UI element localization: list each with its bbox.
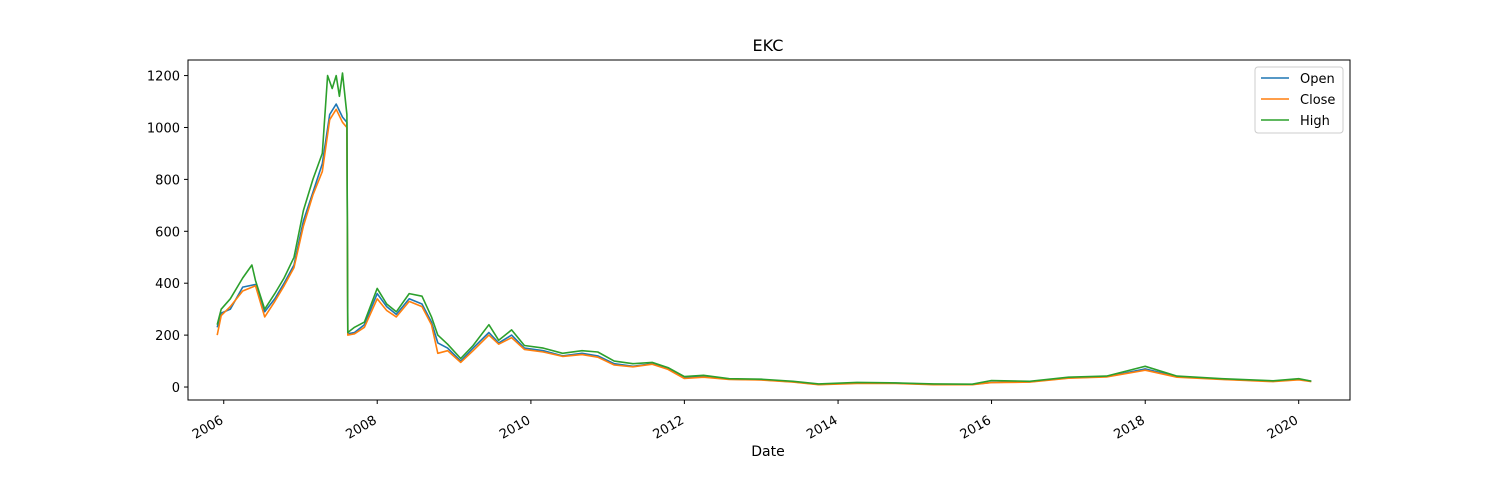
- y-tick-label: 1000: [147, 121, 180, 136]
- legend: Open Close High: [1254, 66, 1344, 134]
- plot-frame: [187, 59, 1351, 401]
- y-tick-label: 600: [155, 225, 180, 240]
- y-tick-label: 800: [155, 173, 180, 188]
- y-tick-label: 200: [155, 329, 180, 344]
- series-line-high: [216, 72, 1312, 385]
- legend-label-close: Close: [1300, 93, 1335, 108]
- legend-box: [1254, 66, 1344, 134]
- legend-label-high: High: [1300, 114, 1330, 129]
- legend-label-open: Open: [1300, 72, 1335, 87]
- y-tick-label: 1200: [147, 70, 180, 85]
- series-layer: [216, 72, 1312, 386]
- x-axis-label: Date: [751, 444, 784, 460]
- chart-title: EKC: [753, 36, 784, 55]
- y-tick-label: 400: [155, 277, 180, 292]
- y-tick-label: 0: [172, 381, 180, 396]
